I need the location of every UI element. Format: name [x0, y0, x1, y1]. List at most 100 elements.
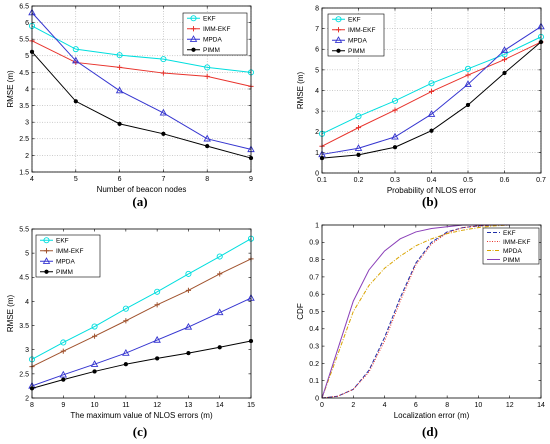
y-tick-label: 3	[25, 120, 29, 127]
x-tick-label: 0.3	[390, 177, 400, 184]
data-point-imm-ekf	[355, 125, 362, 131]
data-point-mpda	[500, 46, 509, 53]
data-point-pimm	[186, 350, 191, 356]
series-line-mpda	[321, 224, 510, 399]
data-point-mpda	[427, 110, 436, 117]
legend-label: PIMM	[56, 269, 73, 276]
x-axis-label: Localization error (m)	[394, 411, 470, 420]
data-point-ekf	[185, 270, 192, 277]
y-tick-label: 4.5	[19, 275, 29, 282]
data-point-ekf	[60, 339, 67, 346]
legend-label: MPDA	[503, 248, 522, 255]
legend-label: IMM-EKF	[503, 239, 530, 246]
y-axis-label: RMSE (m)	[6, 295, 15, 333]
y-tick-label: 0.8	[309, 257, 319, 264]
data-point-imm-ekf	[117, 64, 123, 71]
data-point-pimm	[123, 362, 129, 367]
series-line-ekf	[31, 25, 252, 73]
legend-label: EKF	[56, 238, 69, 245]
legend-label: IMM-EKF	[56, 248, 83, 255]
x-tick-label: 8	[445, 402, 449, 409]
x-tick-label: 0.4	[427, 177, 437, 184]
legend: EKF IMM-EKF MPDA PIMM	[35, 234, 101, 278]
data-point-imm-ekf	[392, 107, 398, 113]
panel-label: (a)	[132, 194, 147, 209]
legend-marker	[190, 15, 197, 22]
chart-panel-4: 0 2 4 6 8 10 12 14 0 0.1 0.2 0.3 0.4 0.5 0.6 0.7 0.8 0.9 1…	[296, 222, 545, 439]
data-point-imm-ekf	[123, 318, 129, 324]
data-point-pimm	[356, 152, 361, 158]
y-tick-label: 5.5	[19, 226, 29, 233]
data-point-mpda	[153, 335, 161, 343]
legend-marker	[42, 257, 51, 264]
data-point-mpda	[122, 348, 130, 356]
data-point-mpda	[464, 80, 472, 87]
axes-frame	[321, 7, 542, 174]
series-line-ekf	[321, 36, 542, 135]
series-line-imm-ekf	[31, 258, 252, 368]
data-point-mpda	[203, 134, 211, 142]
series-line-ekf	[31, 238, 252, 360]
y-tick-label: 4.5	[19, 70, 29, 77]
x-tick-label: 10	[91, 402, 99, 409]
y-tick-label: 4	[25, 86, 29, 93]
legend-label: EKF	[348, 17, 361, 24]
data-point-ekf	[72, 46, 79, 53]
data-point-imm-ekf	[60, 348, 66, 354]
data-point-mpda	[159, 108, 168, 116]
x-tick-label: 9	[61, 402, 65, 409]
y-tick-label: 5.5	[19, 37, 29, 44]
y-axis-label: RMSE (m)	[6, 70, 15, 108]
data-point-mpda	[59, 370, 68, 378]
data-point-mpda	[391, 132, 399, 140]
y-tick-label: 1	[315, 150, 319, 157]
data-point-pimm	[205, 143, 210, 149]
data-point-imm-ekf	[204, 73, 210, 79]
y-tick-label: 6	[25, 20, 29, 27]
legend: EKF IMM-EKF MPDA PIMM	[182, 12, 248, 56]
x-tick-label: 13	[185, 402, 193, 409]
x-tick-label: 0.2	[354, 177, 364, 184]
axes-frame	[321, 224, 542, 399]
data-point-ekf	[216, 253, 223, 260]
data-point-ekf	[464, 65, 472, 72]
x-axis-label: Probability of NLOS error	[387, 186, 477, 195]
legend-marker	[190, 26, 197, 32]
y-tick-label: 5	[25, 53, 29, 60]
x-tick-label: 7	[161, 176, 165, 183]
legend-label: MPDA	[56, 259, 75, 266]
legend-label: IMM-EKF	[348, 27, 375, 34]
legend-label: MPDA	[348, 38, 367, 45]
data-point-ekf	[428, 80, 435, 87]
data-point-ekf	[122, 305, 129, 312]
y-tick-label: 3	[25, 347, 29, 354]
legend-label: EKF	[203, 16, 216, 23]
x-tick-label: 6	[118, 176, 122, 183]
legend-marker	[189, 35, 198, 42]
x-axis-label: The maximum value of NLOS errors (m)	[70, 411, 213, 420]
legend-box	[482, 227, 540, 265]
data-point-ekf	[355, 113, 362, 120]
data-point-ekf	[116, 52, 123, 59]
y-tick-label: 4	[315, 88, 319, 95]
y-tick-label: 3	[315, 109, 319, 116]
panel-label: (b)	[422, 194, 438, 209]
data-point-imm-ekf	[428, 88, 435, 95]
y-tick-label: 5	[315, 67, 319, 74]
data-point-pimm	[161, 131, 166, 136]
data-point-pimm	[429, 128, 434, 133]
y-tick-label: 6.5	[19, 3, 29, 10]
chart-panel-2: 0.1 0.2 0.3 0.4 0.5 0.6 0.7 0 1 2 3 4 5 6 7 8 Probabilit…	[296, 5, 546, 209]
legend-marker	[43, 248, 50, 254]
y-axis-label: CDF	[296, 303, 305, 320]
x-tick-label: 15	[247, 402, 255, 409]
y-tick-label: 0.4	[309, 326, 319, 333]
data-point-pimm	[465, 102, 471, 108]
data-point-pimm	[217, 345, 222, 350]
y-tick-label: 0.6	[309, 292, 319, 299]
data-point-ekf	[91, 323, 98, 330]
chart-panel-3: 8 9 10 11 12 13 14 15 2 2.5 3 3.5 4 4.5 5 5.5 The maximu…	[6, 226, 255, 439]
data-point-mpda	[184, 322, 193, 330]
data-point-mpda	[72, 56, 80, 64]
data-point-imm-ekf	[91, 333, 98, 339]
